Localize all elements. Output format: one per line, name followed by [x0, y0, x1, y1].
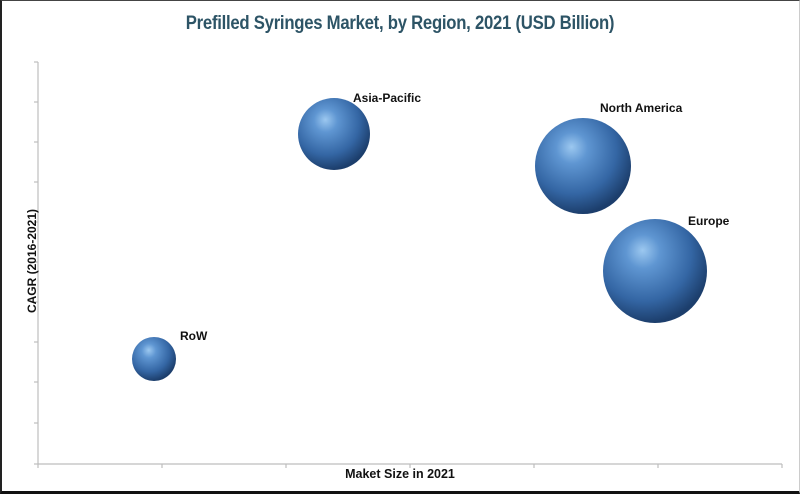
bubbles — [132, 98, 707, 381]
bubble-asia-pacific — [298, 98, 370, 170]
x-axis — [37, 463, 783, 468]
label-asia-pacific: Asia-Pacific — [353, 91, 422, 105]
y-axis-label: CAGR (2016-2021) — [25, 208, 39, 314]
bubble-row — [132, 337, 176, 381]
label-europe: Europe — [688, 214, 730, 228]
bubble-north-america — [535, 118, 631, 214]
label-north-america: North America — [600, 101, 683, 115]
label-row: RoW — [180, 329, 208, 343]
chart-title: Prefilled Syringes Market, by Region, 20… — [185, 13, 615, 34]
y-axis — [34, 61, 39, 465]
x-axis-label: Maket Size in 2021 — [345, 467, 455, 481]
bubble-europe — [603, 219, 707, 323]
